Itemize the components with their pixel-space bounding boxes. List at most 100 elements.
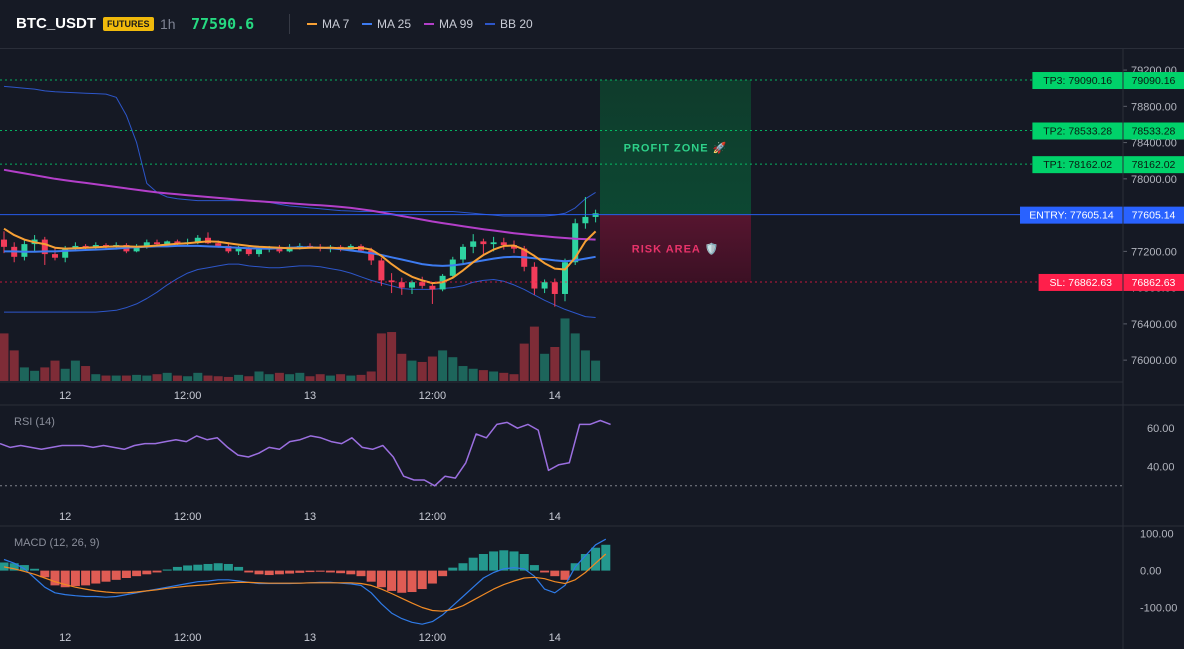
profit-zone [600, 80, 751, 215]
volume-bar [295, 372, 305, 381]
macd-histogram-bar [346, 570, 356, 575]
macd-histogram-bar [366, 570, 376, 582]
candle-body [572, 223, 579, 263]
candle-body [368, 250, 375, 261]
rsi-title: RSI (14) [14, 416, 55, 428]
candle-body [154, 242, 160, 245]
candle-body [276, 247, 283, 252]
tp2-label-box [1032, 122, 1123, 140]
volume-bar [397, 353, 407, 381]
macd-histogram-bar [172, 566, 182, 571]
volume-bar [519, 343, 529, 381]
macd-histogram-bar [70, 570, 80, 587]
legend-bb20[interactable]: BB 20 [485, 0, 533, 48]
macd-histogram-bar [305, 570, 315, 573]
candle-body [511, 245, 517, 249]
candle-body [409, 282, 415, 288]
volume-bar [285, 374, 295, 381]
candle-body [419, 282, 426, 286]
legend-ma25[interactable]: MA 25 [362, 0, 411, 48]
volume-bar [30, 370, 40, 381]
macd-tick-label: -100.00 [1140, 603, 1177, 615]
chart-header: BTC_USDT FUTURES 1h 77590.6 MA 7 MA 25 M… [0, 0, 1184, 49]
legend-ma99[interactable]: MA 99 [424, 0, 473, 48]
macd-histogram-bar [580, 554, 590, 571]
candle-body [449, 259, 456, 276]
bb-lower-line [4, 263, 596, 318]
volume-bar [427, 356, 437, 381]
time-tick-label: 14 [549, 390, 561, 402]
ma25-swatch [362, 22, 372, 25]
candle-body [41, 239, 48, 255]
price-tick-label: 78400.00 [1131, 138, 1177, 150]
volume-bar [387, 332, 397, 381]
volume-bar [0, 333, 9, 381]
rsi-tick-label: 40.00 [1147, 462, 1175, 474]
macd-histogram-bar [60, 570, 70, 588]
macd-histogram-bar [315, 570, 325, 572]
candle-body [541, 282, 548, 289]
macd-histogram-bar [91, 570, 101, 584]
macd-histogram-bar [50, 570, 60, 586]
macd-histogram-bar [489, 551, 499, 571]
risk-area-label: RISK AREA 🛡️ [632, 242, 719, 255]
volume-bar [336, 374, 346, 381]
macd-histogram-bar [499, 550, 509, 571]
macd-histogram-bar [183, 565, 193, 571]
tp1-price-label: 78162.02 [1132, 159, 1176, 171]
time-tick-label: 13 [304, 511, 316, 523]
volume-bar [101, 375, 111, 381]
volume-bar [162, 372, 172, 381]
risk-area [600, 214, 751, 282]
legend-ma7[interactable]: MA 7 [307, 0, 349, 48]
volume-bar [540, 353, 550, 381]
volume-bar [580, 350, 590, 381]
timeframe-label[interactable]: 1h [160, 16, 176, 32]
price-tick-label: 78000.00 [1131, 174, 1177, 186]
volume-bar [132, 374, 142, 381]
volume-bar [254, 371, 264, 381]
macd-histogram-bar [285, 570, 295, 574]
rsi-line [0, 419, 611, 487]
macd-histogram-bar [417, 570, 427, 590]
entry-price-label: 77605.14 [1132, 210, 1176, 222]
candle-body [62, 248, 69, 258]
macd-tick-label: 0.00 [1140, 566, 1161, 578]
macd-histogram-bar [529, 565, 539, 571]
volume-bar [40, 367, 50, 381]
macd-histogram-bar [560, 570, 570, 580]
macd-histogram-bar [397, 570, 407, 593]
macd-histogram-bar [40, 570, 50, 578]
tp3-price-label: 79090.16 [1132, 75, 1176, 87]
time-tick-label: 13 [304, 632, 316, 644]
candle-body [470, 241, 477, 247]
tp3-label-box [1032, 72, 1123, 90]
macd-histogram-bar [81, 570, 91, 586]
ma99-swatch [424, 22, 434, 25]
tp1-label: TP1: 78162.02 [1043, 159, 1112, 171]
candle-body [133, 245, 140, 252]
macd-histogram-bar [213, 563, 223, 571]
macd-histogram-bar [458, 563, 468, 571]
volume-bar [366, 371, 376, 381]
volume-bar [172, 375, 182, 381]
volume-bar [438, 350, 448, 381]
last-price: 77590.6 [191, 15, 255, 33]
ma99-line [3, 168, 596, 241]
candle-body [1, 239, 7, 247]
volume-bar [19, 367, 29, 381]
volume-bar [183, 376, 193, 381]
macd-histogram-bar [132, 570, 142, 577]
tp1-label-box [1032, 156, 1123, 174]
macd-histogram-bar [152, 570, 162, 573]
entry-label: ENTRY: 77605.14 [1029, 210, 1114, 222]
volume-bar [203, 375, 213, 381]
time-tick-label: 12:00 [174, 390, 202, 402]
macd-histogram-bar [336, 570, 346, 574]
macd-histogram-bar [274, 570, 284, 575]
symbol-name[interactable]: BTC_USDT [16, 15, 97, 32]
candle-body [215, 243, 222, 246]
macd-title: MACD (12, 26, 9) [14, 537, 100, 549]
chart-canvas[interactable]: 76000.0076400.0076800.0077200.0077600.00… [0, 48, 1184, 649]
volume-bar [81, 366, 91, 381]
